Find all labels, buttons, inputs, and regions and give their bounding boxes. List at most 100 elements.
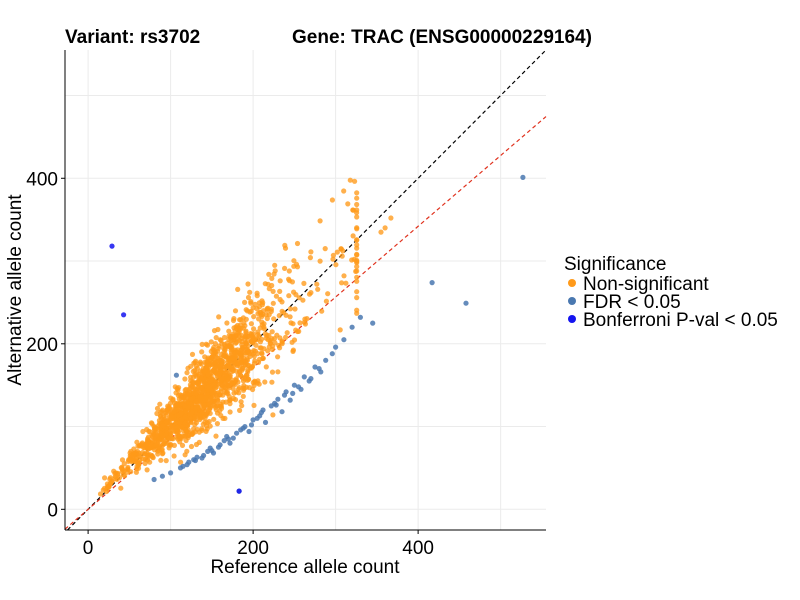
point-nonsignificant	[185, 365, 191, 371]
point-nonsignificant	[188, 411, 194, 417]
point-nonsignificant	[128, 452, 134, 458]
point-nonsignificant	[354, 237, 360, 243]
point-nonsignificant	[207, 423, 213, 429]
point-nonsignificant	[210, 394, 216, 400]
point-nonsignificant	[265, 348, 271, 354]
point-nonsignificant	[218, 389, 224, 395]
point-nonsignificant	[287, 314, 293, 320]
point-nonsignificant	[269, 275, 275, 281]
point-fdr	[234, 430, 240, 436]
point-nonsignificant	[142, 456, 148, 462]
point-nonsignificant	[198, 384, 204, 391]
point-nonsignificant	[261, 321, 267, 327]
point-nonsignificant	[190, 379, 196, 385]
point-nonsignificant	[235, 379, 241, 385]
point-nonsignificant	[192, 415, 198, 421]
point-nonsignificant	[354, 195, 360, 201]
point-nonsignificant	[354, 210, 360, 216]
point-nonsignificant	[183, 430, 189, 436]
point-nonsignificant	[269, 379, 275, 385]
point-nonsignificant	[247, 289, 253, 295]
point-fdr	[323, 357, 329, 363]
point-nonsignificant	[147, 459, 153, 465]
point-nonsignificant	[199, 349, 205, 355]
point-fdr	[463, 300, 469, 306]
point-nonsignificant	[204, 420, 210, 426]
point-nonsignificant	[273, 293, 279, 299]
point-nonsignificant	[275, 369, 281, 375]
point-nonsignificant	[234, 347, 241, 353]
point-nonsignificant	[210, 346, 216, 353]
point-nonsignificant	[163, 458, 169, 464]
point-nonsignificant	[177, 433, 183, 439]
points-fdr	[151, 174, 526, 494]
y-axis-label: Alternative allele count	[5, 194, 26, 386]
point-nonsignificant	[319, 308, 325, 314]
point-bonferroni	[236, 488, 242, 494]
point-nonsignificant	[211, 416, 217, 422]
point-nonsignificant	[189, 351, 196, 357]
point-nonsignificant	[258, 345, 264, 351]
point-nonsignificant	[260, 308, 267, 314]
point-nonsignificant	[291, 263, 297, 269]
point-nonsignificant	[231, 333, 237, 339]
point-fdr	[159, 473, 165, 479]
point-nonsignificant	[210, 351, 216, 357]
point-nonsignificant	[226, 394, 232, 400]
point-nonsignificant	[275, 354, 281, 360]
point-nonsignificant	[249, 339, 255, 345]
point-fdr	[168, 470, 174, 476]
point-nonsignificant	[170, 436, 176, 442]
point-nonsignificant	[226, 328, 232, 334]
point-fdr	[227, 440, 233, 446]
point-nonsignificant	[158, 457, 164, 463]
point-nonsignificant	[172, 384, 178, 390]
point-nonsignificant	[144, 467, 150, 473]
point-nonsignificant	[225, 376, 231, 382]
point-nonsignificant	[382, 225, 388, 231]
point-nonsignificant	[245, 294, 252, 301]
point-nonsignificant	[350, 207, 356, 213]
point-nonsignificant	[354, 190, 360, 196]
point-nonsignificant	[153, 442, 159, 448]
point-nonsignificant	[168, 428, 174, 434]
point-nonsignificant	[194, 387, 200, 393]
point-nonsignificant	[182, 414, 188, 420]
point-nonsignificant	[202, 415, 208, 421]
point-nonsignificant	[317, 258, 323, 264]
point-nonsignificant	[157, 430, 163, 436]
point-nonsignificant	[302, 321, 308, 327]
point-nonsignificant	[246, 376, 252, 382]
point-nonsignificant	[175, 428, 181, 434]
point-nonsignificant	[354, 242, 360, 248]
point-nonsignificant	[251, 353, 257, 359]
point-nonsignificant	[213, 335, 219, 341]
legend-item-fdr: FDR < 0.05	[568, 292, 681, 313]
point-nonsignificant	[197, 359, 203, 365]
legend-swatch-nonsignificant	[568, 279, 576, 287]
point-nonsignificant	[233, 368, 239, 374]
point-nonsignificant	[118, 485, 124, 491]
point-fdr	[173, 372, 179, 378]
point-nonsignificant	[281, 310, 287, 316]
point-nonsignificant	[323, 298, 329, 304]
point-nonsignificant	[157, 409, 164, 415]
point-nonsignificant	[221, 334, 228, 341]
point-nonsignificant	[282, 245, 289, 251]
point-nonsignificant	[352, 178, 358, 184]
point-fdr	[341, 337, 347, 343]
point-fdr	[357, 314, 363, 320]
point-nonsignificant	[243, 359, 249, 365]
point-nonsignificant	[151, 423, 157, 429]
point-nonsignificant	[224, 320, 230, 326]
point-nonsignificant	[265, 281, 271, 287]
point-nonsignificant	[272, 268, 278, 274]
legend-title: Significance	[564, 254, 666, 275]
point-nonsignificant	[350, 233, 356, 239]
point-nonsignificant	[195, 381, 201, 387]
point-nonsignificant	[330, 256, 336, 262]
point-fdr	[301, 374, 307, 380]
point-nonsignificant	[259, 351, 265, 357]
point-fdr	[429, 280, 435, 286]
point-nonsignificant	[188, 443, 195, 450]
